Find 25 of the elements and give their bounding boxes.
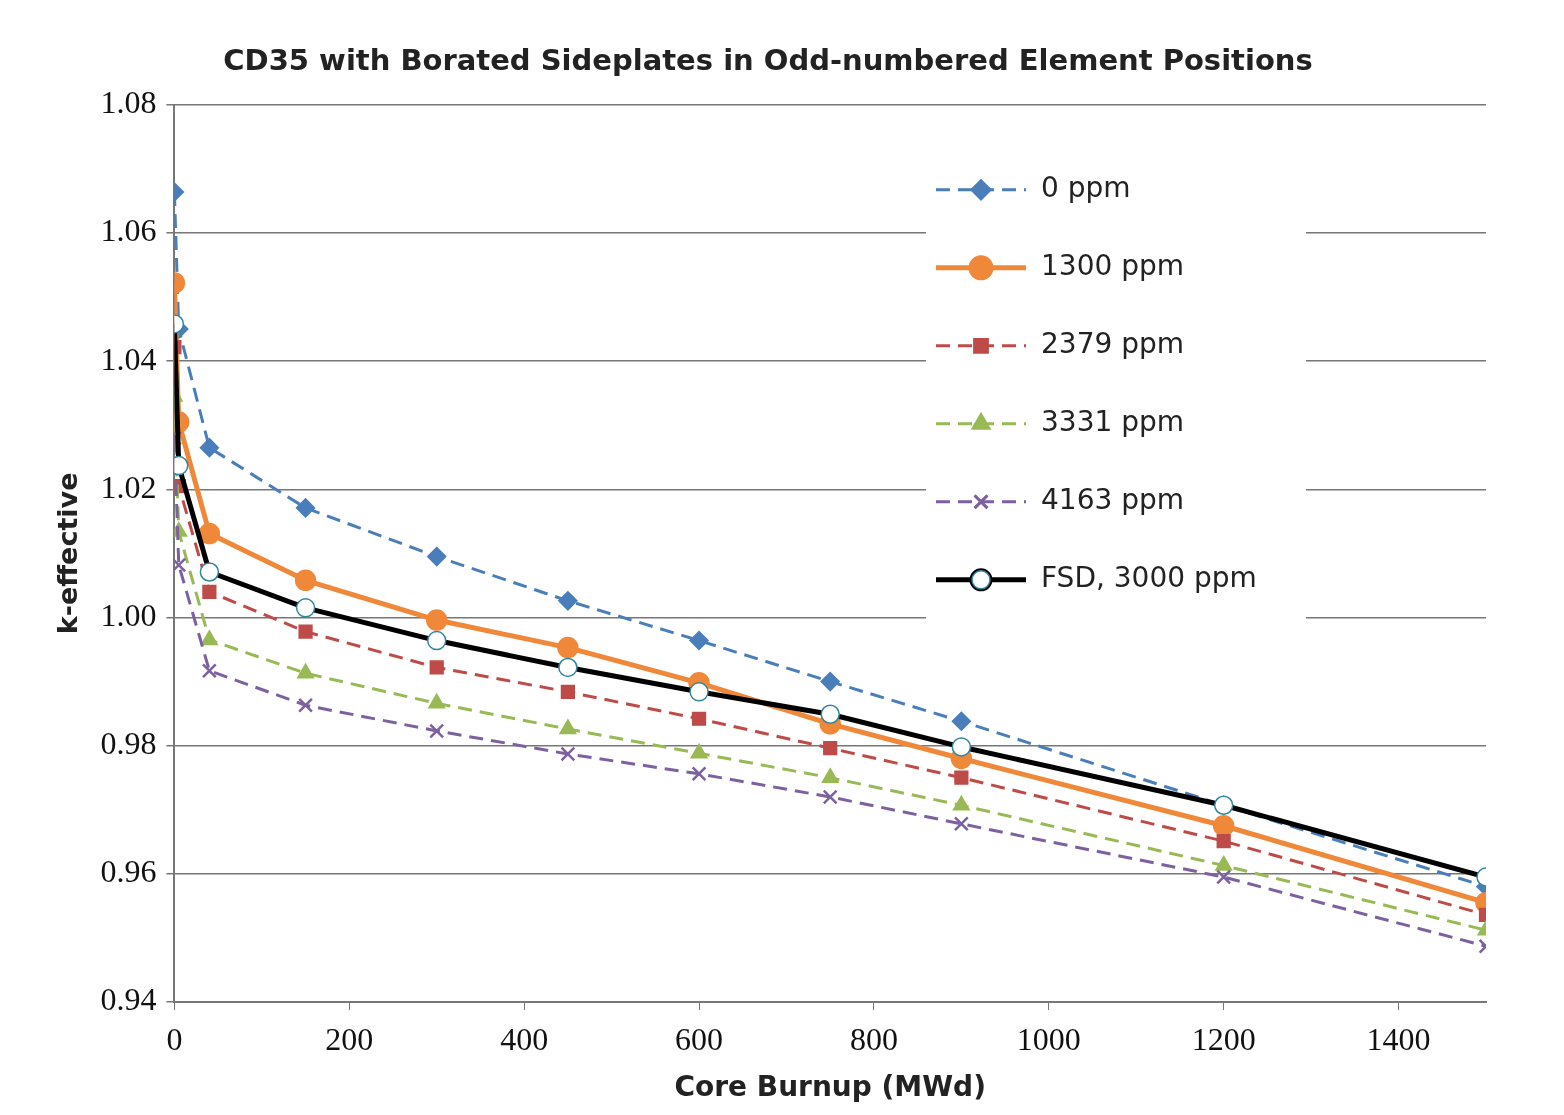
chart-title: CD35 with Borated Sideplates in Odd-numbered Element Positions [223,42,1313,77]
y-axis-title: k-effective [52,472,84,635]
y-tick-label: 1.00 [100,596,157,633]
legend-label: 0 ppm [1041,171,1131,205]
legend-label: FSD, 3000 ppm [1041,561,1257,595]
y-tick-label: 1.08 [100,84,157,121]
x-tick-label: 1200 [1191,1020,1256,1057]
legend-label: 4163 ppm [1041,483,1184,517]
y-tick-label: 1.02 [100,468,157,505]
legend-label: 2379 ppm [1041,327,1184,361]
legend-label: 3331 ppm [1041,405,1184,439]
legend-label: 1300 ppm [1041,249,1184,283]
y-tick-label: 0.94 [100,981,157,1018]
y-tick-label: 1.06 [100,212,157,249]
x-tick-label: 400 [500,1020,549,1057]
x-tick-label: 200 [325,1020,374,1057]
x-tick-label: 1400 [1366,1020,1431,1057]
x-tick-label: 600 [675,1020,724,1057]
y-tick-label: 1.04 [100,340,157,377]
y-tick-label: 0.98 [100,725,157,762]
y-tick-label: 0.96 [100,853,157,890]
x-tick-label: 800 [849,1020,898,1057]
x-axis-title: Core Burnup (MWd) [674,1070,986,1104]
x-tick-label: 0 [166,1020,183,1057]
x-tick-label: 1000 [1016,1020,1081,1057]
